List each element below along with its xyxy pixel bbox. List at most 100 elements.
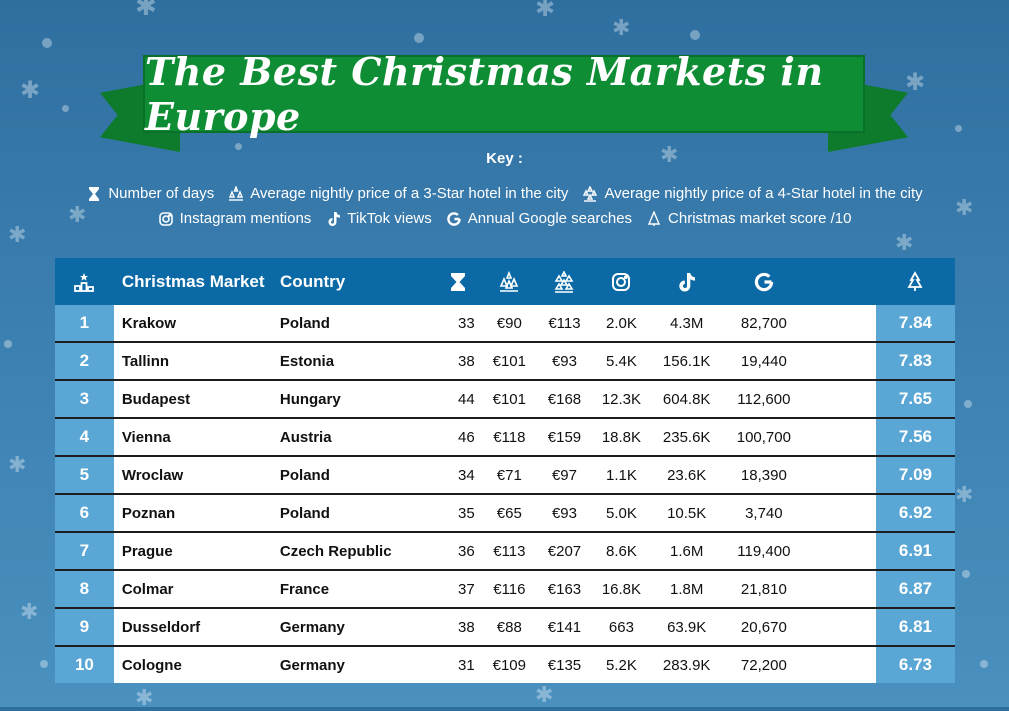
table-row: 8 Colmar France 37 €116 €163 16.8K 1.8M 21,810 6.… [55, 571, 955, 609]
instagram-cell: 663 [608, 618, 634, 636]
instagram-icon [158, 211, 173, 226]
rank-cell: 9 [55, 609, 114, 645]
header-score [876, 270, 955, 293]
google-icon [446, 211, 461, 226]
key-item-3star: Average nightly price of a 3-Star hotel … [228, 185, 568, 202]
header-market: Christmas Market [121, 271, 265, 291]
instagram-cell: 1.1K [605, 466, 637, 484]
title-banner: The Best Christmas Markets in Europe [143, 49, 865, 139]
header-4star [536, 270, 593, 293]
price-3star-cell: €88 [496, 618, 522, 636]
header-3star [482, 270, 535, 293]
instagram-cell: 18.8K [601, 428, 642, 446]
header-tiktok [650, 271, 724, 293]
tree-icon [647, 210, 661, 226]
instagram-cell: 5.2K [605, 656, 637, 674]
key-item-score: Christmas market score /10 [646, 210, 851, 227]
tiktok-icon [679, 272, 696, 291]
score-cell: 6.87 [875, 571, 955, 607]
table-row: 10 Cologne Germany 31 €109 €135 5.2K 283.9K 72,2… [55, 647, 955, 683]
market-cell: Tallinn [121, 352, 170, 370]
days-cell: 35 [457, 504, 475, 522]
score-cell: 7.56 [875, 419, 955, 455]
three-star-icon [499, 270, 519, 292]
header-days [435, 271, 483, 293]
key-row-1: Number of days Average nightly price of … [0, 185, 1009, 202]
key-row-2: Instagram mentions TikTok views Annual G… [0, 210, 1009, 227]
price-4star-cell: €207 [547, 542, 582, 560]
header-google [723, 271, 804, 293]
price-4star-cell: €163 [547, 580, 582, 598]
rank-cell: 5 [55, 457, 114, 493]
key-item-days: Number of days [86, 185, 214, 202]
table-row: 7 Prague Czech Republic 36 €113 €207 8.6K 1.6M 1… [55, 533, 955, 571]
market-cell: Dusseldorf [121, 618, 201, 636]
table-row: 5 Wroclaw Poland 34 €71 €97 1.1K 23.6K 18,390 7.0… [55, 457, 955, 495]
price-4star-cell: €168 [547, 390, 582, 408]
instagram-cell: 8.6K [605, 542, 637, 560]
rank-cell: 10 [55, 647, 114, 683]
tiktok-cell: 283.9K [662, 656, 711, 674]
google-cell: 119,400 [737, 542, 791, 560]
tiktok-cell: 63.9K [667, 618, 707, 636]
price-4star-cell: €135 [547, 656, 582, 674]
score-cell: 7.83 [875, 343, 955, 379]
google-cell: 72,200 [740, 656, 787, 674]
google-cell: 82,700 [740, 314, 787, 332]
days-cell: 33 [457, 314, 475, 332]
three-star-icon [229, 185, 244, 201]
days-cell: 31 [457, 656, 475, 674]
tiktok-cell: 23.6K [667, 466, 707, 484]
market-cell: Budapest [121, 390, 191, 408]
country-cell: Germany [279, 618, 345, 636]
four-star-icon [554, 270, 574, 293]
score-cell: 6.81 [875, 609, 955, 645]
days-cell: 44 [457, 390, 475, 408]
days-cell: 34 [457, 466, 475, 484]
days-cell: 38 [457, 618, 475, 636]
key-item-google: Annual Google searches [446, 210, 632, 227]
markets-table: Christmas Market Country 1 Krakow Poland 33… [55, 258, 955, 683]
google-cell: 21,810 [740, 580, 787, 598]
key-item-4star: Average nightly price of a 4-Star hotel … [582, 185, 923, 202]
country-cell: Poland [279, 504, 330, 522]
country-cell: Czech Republic [279, 542, 392, 560]
google-cell: 100,700 [736, 428, 791, 446]
country-cell: Austria [279, 428, 332, 446]
google-cell: 18,390 [740, 466, 787, 484]
tiktok-cell: 156.1K [662, 352, 711, 370]
tiktok-cell: 10.5K [667, 504, 707, 522]
tiktok-cell: 4.3M [669, 314, 704, 332]
score-cell: 7.84 [875, 305, 955, 341]
market-cell: Cologne [121, 656, 182, 674]
tiktok-cell: 604.8K [662, 390, 711, 408]
price-3star-cell: €65 [496, 504, 522, 522]
price-4star-cell: €141 [547, 618, 582, 636]
price-4star-cell: €93 [551, 504, 577, 522]
table-row: 3 Budapest Hungary 44 €101 €168 12.3K 604.8K 112… [55, 381, 955, 419]
rank-cell: 1 [55, 305, 114, 341]
market-cell: Colmar [121, 580, 174, 598]
price-4star-cell: €97 [551, 466, 577, 484]
table-row: 9 Dusseldorf Germany 38 €88 €141 663 63.9K 20,67… [55, 609, 955, 647]
score-cell: 7.65 [875, 381, 955, 417]
rank-cell: 2 [55, 343, 114, 379]
google-cell: 3,740 [745, 504, 783, 522]
days-cell: 37 [457, 580, 475, 598]
hourglass-icon [451, 272, 466, 291]
header-country: Country [280, 271, 346, 291]
price-3star-cell: €101 [492, 352, 526, 370]
google-icon [754, 272, 773, 291]
instagram-cell: 5.4K [605, 352, 637, 370]
header-instagram [593, 271, 650, 293]
google-cell: 112,600 [737, 390, 791, 408]
price-3star-cell: €116 [493, 580, 526, 598]
price-3star-cell: €90 [496, 314, 522, 332]
key-item-tiktok: TikTok views [325, 210, 432, 227]
tree-icon [907, 270, 924, 291]
podium-icon [74, 272, 95, 292]
instagram-cell: 2.0K [605, 314, 637, 332]
price-4star-cell: €93 [551, 352, 577, 370]
tiktok-cell: 1.8M [669, 580, 704, 598]
price-3star-cell: €109 [492, 656, 526, 674]
